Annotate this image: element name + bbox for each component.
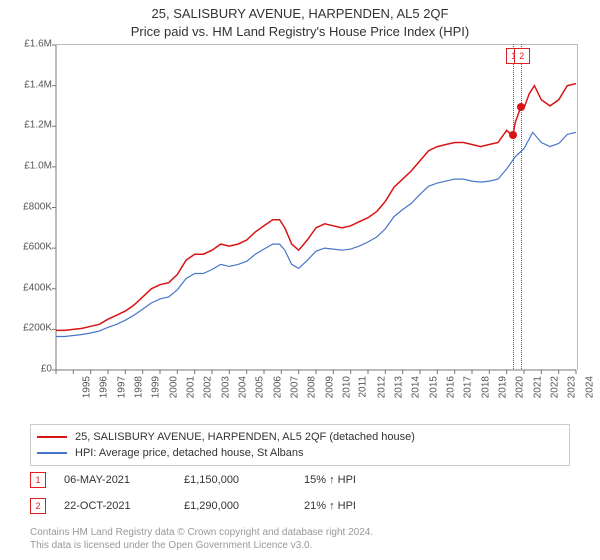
x-axis-tick-label: 2016 [445,376,456,398]
x-axis-tick-label: 1996 [99,376,110,398]
x-axis-tick-label: 2018 [480,376,491,398]
x-axis-tick-label: 2007 [289,376,300,398]
x-axis-tick-label: 2015 [428,376,439,398]
x-axis-tick-label: 2004 [237,376,248,398]
footer-line: Contains HM Land Registry data © Crown c… [30,526,373,539]
sale-row: 2 22-OCT-2021 £1,290,000 21% ↑ HPI [30,498,424,514]
legend-label: 25, SALISBURY AVENUE, HARPENDEN, AL5 2QF… [75,430,415,444]
legend-item: HPI: Average price, detached house, St A… [37,445,563,461]
x-axis-tick-label: 2001 [185,376,196,398]
y-axis-tick-label: £1.4M [4,79,52,90]
legend-swatch [37,452,67,454]
y-axis-tick-label: £1.6M [4,39,52,50]
sale-reference-line [521,44,522,369]
series-line [56,84,576,331]
x-axis-tick-label: 2010 [341,376,352,398]
sale-row: 1 06-MAY-2021 £1,150,000 15% ↑ HPI [30,472,424,488]
x-axis-tick-label: 2013 [393,376,404,398]
sale-price: £1,150,000 [184,474,304,486]
sale-point-dot [517,103,525,111]
chart-footer: Contains HM Land Registry data © Crown c… [30,526,373,552]
y-axis-tick-label: £400K [4,282,52,293]
x-axis-tick-label: 2003 [220,376,231,398]
y-axis-tick-label: £600K [4,242,52,253]
y-axis-tick-label: £800K [4,201,52,212]
x-axis-tick-label: 2014 [411,376,422,398]
legend-swatch [37,436,67,438]
x-axis-tick-label: 1999 [151,376,162,398]
x-axis-tick-label: 2000 [168,376,179,398]
x-axis-tick-label: 2024 [584,376,595,398]
x-axis-tick-label: 2022 [549,376,560,398]
footer-line: This data is licensed under the Open Gov… [30,539,373,552]
legend-item: 25, SALISBURY AVENUE, HARPENDEN, AL5 2QF… [37,429,563,445]
x-axis-tick-label: 2002 [203,376,214,398]
sale-price: £1,290,000 [184,500,304,512]
x-axis-tick-label: 2019 [497,376,508,398]
x-axis-tick-label: 2008 [307,376,318,398]
sale-date: 06-MAY-2021 [64,474,184,486]
x-axis-tick-label: 2005 [255,376,266,398]
x-axis-tick-label: 1995 [81,376,92,398]
legend-label: HPI: Average price, detached house, St A… [75,446,304,460]
y-axis-tick-label: £0 [4,364,52,375]
sale-marker-icon: 1 [30,472,46,488]
x-axis-tick-label: 1997 [116,376,127,398]
sale-change: 21% ↑ HPI [304,500,424,512]
x-axis-tick-label: 2021 [532,376,543,398]
x-axis-tick-label: 2012 [376,376,387,398]
chart-legend: 25, SALISBURY AVENUE, HARPENDEN, AL5 2QF… [30,424,570,466]
x-axis-tick-label: 2017 [463,376,474,398]
sale-change: 15% ↑ HPI [304,474,424,486]
x-axis-tick-label: 2011 [358,376,369,398]
y-axis-tick-label: £200K [4,323,52,334]
sale-reference-line [513,44,514,369]
x-axis-tick-label: 2020 [515,376,526,398]
sale-marker-icon: 2 [30,498,46,514]
x-axis-tick-label: 2006 [272,376,283,398]
sale-point-dot [509,131,517,139]
sale-date: 22-OCT-2021 [64,500,184,512]
sale-point-marker: 2 [514,48,530,64]
chart-plot-area [56,44,578,370]
x-axis-tick-label: 1998 [133,376,144,398]
x-axis-tick-label: 2009 [324,376,335,398]
chart-svg [56,45,576,370]
x-axis-tick-label: 2023 [567,376,578,398]
chart-title-sub: Price paid vs. HM Land Registry's House … [0,24,600,39]
y-axis-tick-label: £1.2M [4,120,52,131]
y-axis-tick-label: £1.0M [4,160,52,171]
chart-title-address: 25, SALISBURY AVENUE, HARPENDEN, AL5 2QF [0,6,600,21]
